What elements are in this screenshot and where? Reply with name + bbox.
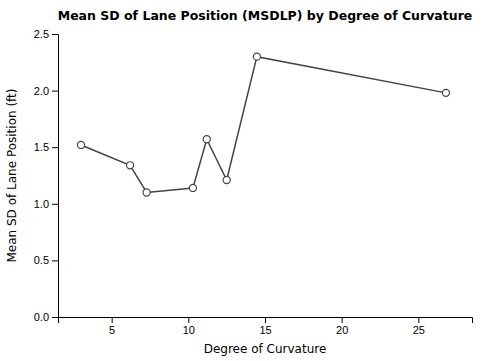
tick: 25	[413, 317, 425, 336]
point	[143, 189, 150, 196]
tick-label: 2.5	[34, 28, 49, 40]
tick-label: 1.0	[34, 198, 49, 210]
tick: 15	[259, 317, 271, 336]
tick-label: 25	[413, 324, 425, 336]
tick-label: 1.5	[34, 141, 49, 153]
tick: 10	[183, 317, 195, 336]
tick-label: 0.5	[34, 254, 49, 266]
tick-label: 15	[259, 324, 271, 336]
marks	[77, 53, 449, 196]
tick-mark	[52, 147, 58, 148]
tick-mark	[418, 317, 419, 323]
tick-label: 2.0	[34, 85, 49, 97]
tick-label: 5	[109, 324, 115, 336]
point	[203, 136, 210, 143]
x-axis: 5 10 15 20 25	[59, 317, 473, 336]
tick: 2.0	[34, 85, 58, 97]
tick-mark	[52, 91, 58, 92]
y-axis-title: Mean SD of Lane Position (ft)	[5, 88, 19, 262]
tick-mark	[112, 317, 113, 323]
tick: 1.5	[34, 141, 58, 153]
tick-label: 20	[336, 324, 348, 336]
tick-mark	[52, 317, 58, 318]
chart: 5 10 15 20 25 0.0 0.5 1.0 1.5 2.0 2.5 Mean SD of La…	[0, 0, 490, 361]
tick: 2.5	[34, 28, 58, 40]
tick-mark	[188, 317, 189, 323]
tick-mark	[52, 204, 58, 205]
point	[189, 184, 196, 191]
line	[81, 57, 446, 193]
point	[223, 176, 230, 183]
axis-line	[59, 318, 473, 324]
tick: 20	[336, 317, 348, 336]
plot-area: 5 10 15 20 25 0.0 0.5 1.0 1.5 2.0 2.5	[34, 28, 473, 336]
y-axis: 0.0 0.5 1.0 1.5 2.0 2.5	[34, 28, 59, 323]
x-axis-title: Degree of Curvature	[204, 342, 327, 356]
tick-label: 0.0	[34, 311, 49, 323]
tick: 0.0	[34, 311, 58, 323]
tick: 5	[109, 317, 115, 336]
tick: 0.5	[34, 254, 58, 266]
point	[253, 53, 260, 60]
point	[77, 141, 84, 148]
point	[442, 89, 449, 96]
tick: 1.0	[34, 198, 58, 210]
axis-line	[52, 35, 59, 318]
point	[126, 162, 133, 169]
tick-mark	[342, 317, 343, 323]
tick-label: 10	[183, 324, 195, 336]
title: Mean SD of Lane Position (MSDLP) by Degr…	[58, 8, 473, 23]
tick-mark	[52, 34, 58, 35]
tick-mark	[265, 317, 266, 323]
tick-mark	[52, 260, 58, 261]
